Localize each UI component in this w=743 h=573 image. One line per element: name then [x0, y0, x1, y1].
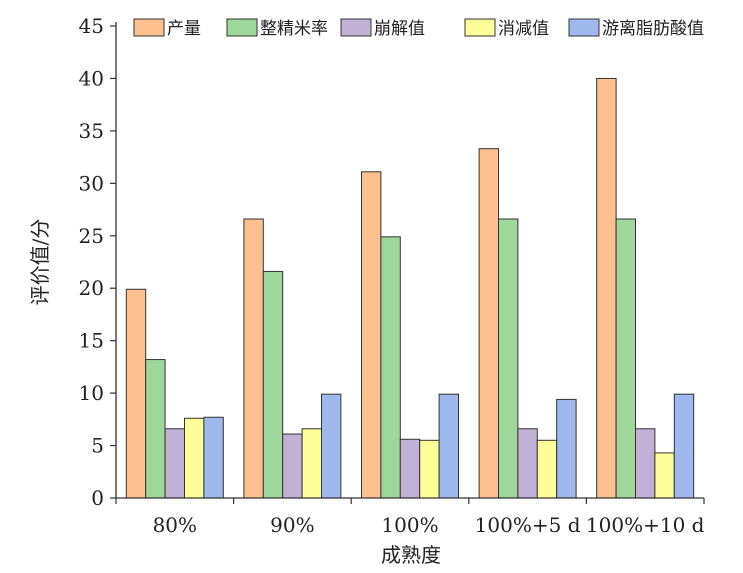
bar-3-1	[164, 428, 186, 499]
x-tick-label: 90%	[270, 513, 314, 537]
x-tick-label: 100%	[381, 513, 438, 537]
y-tick-label: 25	[79, 224, 104, 248]
bar-3-5	[635, 428, 656, 499]
bar-3-2	[282, 433, 303, 499]
bar-2-3	[380, 236, 401, 499]
y-tick-label: 15	[79, 329, 104, 353]
bar-2-5	[615, 218, 636, 499]
legend-swatch-3	[340, 18, 372, 37]
legend-swatch-1	[133, 18, 165, 37]
y-tick-label: 0	[91, 486, 104, 510]
bar-5-3	[438, 393, 460, 499]
legend-label-1: 产量	[167, 19, 201, 39]
y-tick-label: 5	[91, 434, 104, 458]
bar-5-5	[673, 393, 695, 499]
bar-4-2	[301, 428, 323, 499]
bar-3-3	[399, 438, 421, 499]
bar-4-4	[536, 439, 558, 499]
bar-2-2	[262, 270, 284, 499]
y-tick-label: 30	[79, 171, 104, 195]
bar-4-3	[419, 439, 440, 499]
bar-4-1	[184, 417, 205, 499]
legend-label-2: 整精米率	[260, 19, 328, 39]
bar-5-4	[556, 398, 577, 499]
bar-1-4	[478, 148, 500, 499]
bar-1-2	[243, 218, 264, 499]
x-axis-label: 成熟度	[381, 543, 441, 567]
y-axis-label: 评价值/分	[28, 219, 52, 306]
y-tick-label: 10	[79, 381, 104, 405]
legend-swatch-5	[568, 18, 600, 37]
bar-4-5	[654, 452, 675, 499]
y-tick-label: 20	[79, 276, 104, 300]
y-tick-label: 40	[79, 66, 104, 90]
legend-label-5: 游离脂肪酸值	[602, 19, 704, 39]
bar-1-3	[361, 171, 382, 499]
bar-2-4	[498, 218, 519, 499]
legend-label-4: 消减值	[498, 19, 549, 39]
bar-1-1	[125, 288, 147, 499]
bar-5-2	[321, 393, 342, 499]
legend-label-3: 崩解值	[374, 19, 425, 39]
x-tick-label: 80%	[153, 513, 197, 537]
bar-3-4	[517, 428, 538, 499]
legend-swatch-2	[226, 18, 258, 37]
x-tick-label: 100%+5 d	[475, 513, 581, 537]
bar-1-5	[596, 77, 617, 499]
y-tick-label: 35	[79, 119, 104, 143]
x-tick-label: 100%+10 d	[586, 513, 705, 537]
legend-swatch-4	[464, 18, 496, 37]
y-tick-label: 45	[79, 14, 104, 38]
bar-2-1	[145, 359, 166, 499]
bar-5-1	[203, 416, 224, 499]
